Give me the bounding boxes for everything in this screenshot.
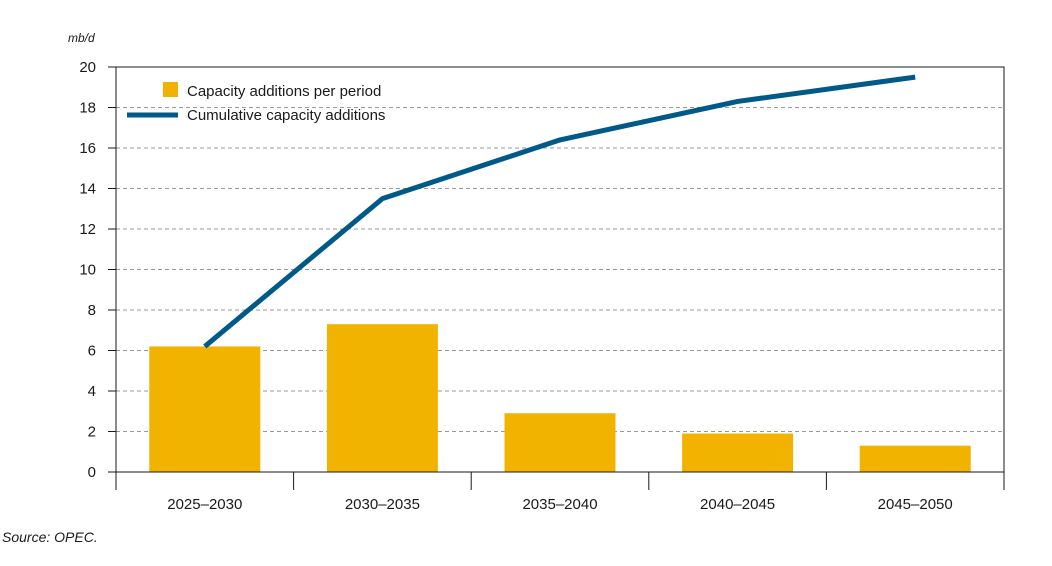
bars	[149, 324, 971, 472]
legend: Capacity additions per period Cumulative…	[127, 82, 385, 124]
y-tick-label: 0	[88, 464, 96, 481]
y-tick-label: 12	[79, 221, 96, 238]
y-tick-label: 18	[79, 100, 96, 117]
y-tick-label: 10	[79, 262, 96, 279]
y-tick-label: 6	[88, 343, 96, 360]
x-category-label: 2045–2050	[878, 496, 953, 513]
cumulative-line-layer	[203, 74, 916, 349]
x-category-labels: 2025–2030 2030–2035 2035–2040 2040–2045 2045…	[167, 496, 952, 513]
x-category-label: 2040–2045	[700, 496, 775, 513]
legend-swatch-bar	[163, 82, 178, 97]
x-category-label: 2030–2035	[345, 496, 420, 513]
y-tick-labels: 0 2 4 6 8 10 12 14 16 18 20	[79, 59, 116, 481]
y-unit-label: mb/d	[68, 31, 95, 45]
bar	[682, 433, 794, 472]
bar	[326, 324, 438, 472]
bar	[149, 346, 261, 472]
bar	[504, 413, 616, 472]
y-tick-label: 20	[79, 59, 96, 76]
legend-label-line: Cumulative capacity additions	[187, 107, 385, 124]
gridlines	[116, 107, 1004, 432]
y-tick-label: 2	[88, 424, 96, 441]
legend-label-bar: Capacity additions per period	[187, 83, 381, 100]
y-tick-label: 14	[79, 181, 96, 198]
y-tick-label: 8	[88, 302, 96, 319]
source-note: Source: OPEC.	[2, 529, 98, 545]
bar	[859, 445, 971, 472]
x-category-label: 2035–2040	[522, 496, 597, 513]
y-tick-label: 4	[88, 383, 96, 400]
y-tick-label: 16	[79, 140, 96, 157]
x-category-label: 2025–2030	[167, 496, 242, 513]
